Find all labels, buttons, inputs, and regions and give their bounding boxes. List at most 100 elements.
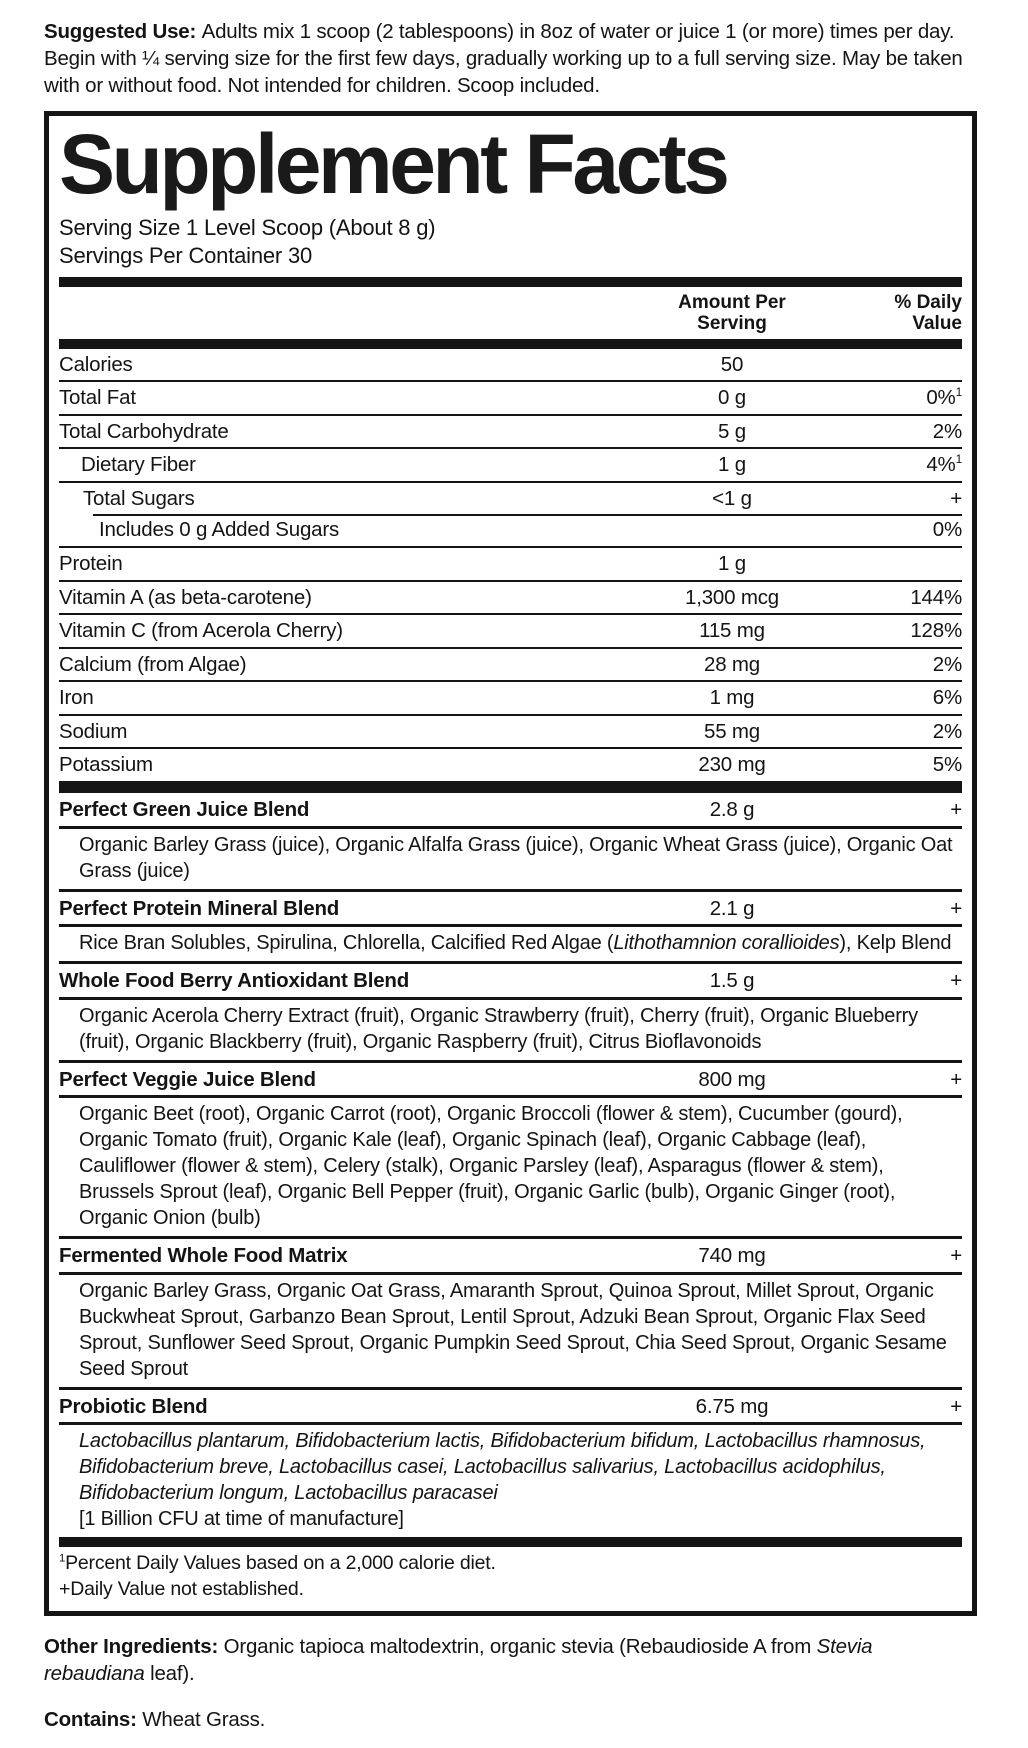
suggested-use-text: Suggested Use: Adults mix 1 scoop (2 tab… bbox=[44, 18, 976, 99]
text-run-0: Suggested Use: bbox=[44, 20, 202, 43]
nutrient-row: Vitamin A (as beta-carotene) 1,300 mcg 144… bbox=[59, 579, 962, 614]
nutrient-name: Total Fat bbox=[59, 386, 136, 410]
blend-amount: 2.8 g bbox=[709, 797, 755, 821]
nutrient-name: Dietary Fiber bbox=[81, 453, 196, 477]
text-run-0: Organic Beet (root), Organic Carrot (roo… bbox=[79, 1103, 903, 1230]
nutrient-row: Calories 50 bbox=[59, 349, 962, 381]
nutrient-row: Vitamin C (from Acerola Cherry) 115 mg 128… bbox=[59, 613, 962, 647]
blend-amount: 6.75 mg bbox=[695, 1394, 769, 1418]
text-run-1: Organic tapioca maltodextrin, organic st… bbox=[223, 1635, 817, 1659]
blend-daily-value: + bbox=[950, 1244, 962, 1268]
daily-value-footnote-marker: 1 bbox=[955, 385, 963, 400]
servings-per-container: Servings Per Container 30 bbox=[59, 242, 313, 268]
header-dv-line1: % Daily bbox=[894, 292, 962, 314]
nutrient-name: Vitamin C (from Acerola Cherry) bbox=[59, 619, 343, 643]
supplement-facts-panel: Supplement Facts Serving Size 1 Level Sc… bbox=[44, 111, 977, 1617]
text-run-0: Other Ingredients: bbox=[44, 1635, 224, 1659]
header-amount-per-serving: Amount Per Serving bbox=[632, 292, 832, 335]
divider-bar-top bbox=[59, 277, 962, 288]
footnotes: 1Percent Daily Values based on a 2,000 c… bbox=[59, 1547, 962, 1606]
nutrient-row: Potassium 230 mg 5% bbox=[59, 747, 962, 781]
nutrient-name: Potassium bbox=[59, 753, 153, 777]
serving-size: Serving Size 1 Level Scoop (About 8 g) bbox=[59, 214, 436, 240]
blend-cfu-note: [1 Billion CFU at time of manufacture] bbox=[79, 1508, 404, 1531]
header-dv-line2: Value bbox=[912, 313, 962, 335]
nutrient-daily-value: + bbox=[950, 486, 962, 510]
footnote-line: +Daily Value not established. bbox=[59, 1577, 304, 1600]
text-run-1: Wheat Grass. bbox=[142, 1708, 266, 1732]
text-run-1: Adults mix 1 scoop (2 tablespoons) in 8o… bbox=[44, 20, 963, 98]
blend-header: Whole Food Berry Antioxidant Blend 1.5 g + bbox=[59, 961, 962, 997]
nutrient-rows: Calories 50 Total Fat 0 g 0%1 Total Carbohydr… bbox=[59, 349, 962, 781]
nutrient-name: Calcium (from Algae) bbox=[59, 652, 247, 676]
text-run-0: Organic Acerola Cherry Extract (fruit), … bbox=[79, 1004, 918, 1053]
nutrient-row: Total Carbohydrate 5 g 2% bbox=[59, 413, 962, 448]
blend-ingredients: Lactobacillus plantarum, Bifidobacterium… bbox=[59, 1422, 962, 1537]
blend-daily-value: + bbox=[950, 797, 962, 821]
nutrient-name: Protein bbox=[59, 552, 123, 576]
nutrient-daily-value: 2% bbox=[932, 652, 962, 676]
nutrient-daily-value: 0%1 bbox=[926, 385, 963, 410]
nutrient-daily-value: 144% bbox=[910, 585, 962, 609]
nutrient-name: Includes 0 g Added Sugars bbox=[99, 518, 340, 542]
header-amount-line1: Amount Per bbox=[678, 292, 786, 314]
footnote-marker: 1 bbox=[59, 1552, 66, 1565]
blend-ingredients: Organic Beet (root), Organic Carrot (roo… bbox=[59, 1095, 962, 1236]
nutrient-row: Dietary Fiber 1 g 4%1 bbox=[59, 447, 962, 481]
nutrient-row: Sodium 55 mg 2% bbox=[59, 713, 962, 748]
blend-name: Probiotic Blend bbox=[59, 1394, 208, 1418]
blend-header: Perfect Veggie Juice Blend 800 mg + bbox=[59, 1059, 962, 1096]
nutrient-name: Sodium bbox=[59, 719, 128, 743]
table-header: Amount Per Serving % Daily Value bbox=[59, 287, 962, 339]
nutrient-daily-value: 0% bbox=[932, 518, 962, 542]
nutrient-amount: <1 g bbox=[712, 486, 752, 510]
nutrient-daily-value: 6% bbox=[932, 686, 962, 710]
footnote-line: 1Percent Daily Values based on a 2,000 c… bbox=[59, 1552, 496, 1575]
blend-ingredients: Organic Barley Grass, Organic Oat Grass,… bbox=[59, 1271, 962, 1387]
divider-bar-header bbox=[59, 338, 962, 349]
text-run-0: Contains: bbox=[44, 1708, 143, 1732]
nutrient-amount: 230 mg bbox=[698, 753, 766, 777]
text-run-1: Lithothamnion corallioides bbox=[613, 932, 840, 955]
blend-header: Fermented Whole Food Matrix 740 mg + bbox=[59, 1236, 962, 1272]
blend-header: Probiotic Blend 6.75 mg + bbox=[59, 1386, 962, 1423]
nutrient-row: Includes 0 g Added Sugars 0% bbox=[59, 514, 962, 546]
blend-header: Perfect Green Juice Blend 2.8 g + bbox=[59, 793, 962, 826]
text-run-0: Organic Barley Grass, Organic Oat Grass,… bbox=[79, 1279, 947, 1380]
nutrient-amount: 50 bbox=[720, 352, 744, 376]
blend-ingredients: Rice Bran Solubles, Spirulina, Chlorella… bbox=[59, 924, 962, 961]
header-percent-daily-value: % Daily Value bbox=[832, 292, 962, 335]
blend-amount: 2.1 g bbox=[709, 896, 755, 920]
nutrient-daily-value: 2% bbox=[932, 419, 962, 443]
divider-bar-footnotes bbox=[59, 1537, 962, 1548]
blend-daily-value: + bbox=[950, 1394, 962, 1418]
nutrient-amount: 1 g bbox=[718, 552, 746, 576]
nutrient-name: Iron bbox=[59, 686, 94, 710]
nutrient-daily-value: 128% bbox=[910, 619, 962, 643]
nutrient-row: Total Sugars <1 g + bbox=[59, 480, 962, 515]
nutrient-name: Calories bbox=[59, 352, 133, 376]
other-ingredients-text: Other Ingredients: Organic tapioca malto… bbox=[44, 1634, 976, 1687]
nutrient-row: Iron 1 mg 6% bbox=[59, 680, 962, 714]
nutrient-row: Total Fat 0 g 0%1 bbox=[59, 380, 962, 414]
text-run-3: leaf). bbox=[144, 1661, 195, 1685]
blend-daily-value: + bbox=[950, 1067, 962, 1091]
blend-name: Fermented Whole Food Matrix bbox=[59, 1244, 348, 1268]
nutrient-daily-value: 2% bbox=[932, 719, 962, 743]
blend-daily-value: + bbox=[950, 896, 962, 920]
nutrient-daily-value: 5% bbox=[932, 753, 962, 777]
nutrient-row: Calcium (from Algae) 28 mg 2% bbox=[59, 646, 962, 681]
nutrient-amount: 5 g bbox=[718, 419, 746, 443]
header-amount-line2: Serving bbox=[697, 313, 767, 335]
blend-amount: 1.5 g bbox=[709, 969, 755, 993]
nutrient-amount: 1,300 mcg bbox=[685, 585, 779, 609]
blend-header: Perfect Protein Mineral Blend 2.1 g + bbox=[59, 888, 962, 925]
blend-name: Perfect Green Juice Blend bbox=[59, 797, 310, 821]
text-run-0: Lactobacillus plantarum, Bifidobacterium… bbox=[79, 1430, 926, 1505]
panel-title: Supplement Facts bbox=[59, 117, 730, 212]
blend-amount: 740 mg bbox=[698, 1244, 766, 1268]
nutrient-amount: 28 mg bbox=[704, 652, 760, 676]
text-run-2: ), Kelp Blend bbox=[839, 932, 952, 955]
divider-bar-blends bbox=[59, 780, 962, 793]
